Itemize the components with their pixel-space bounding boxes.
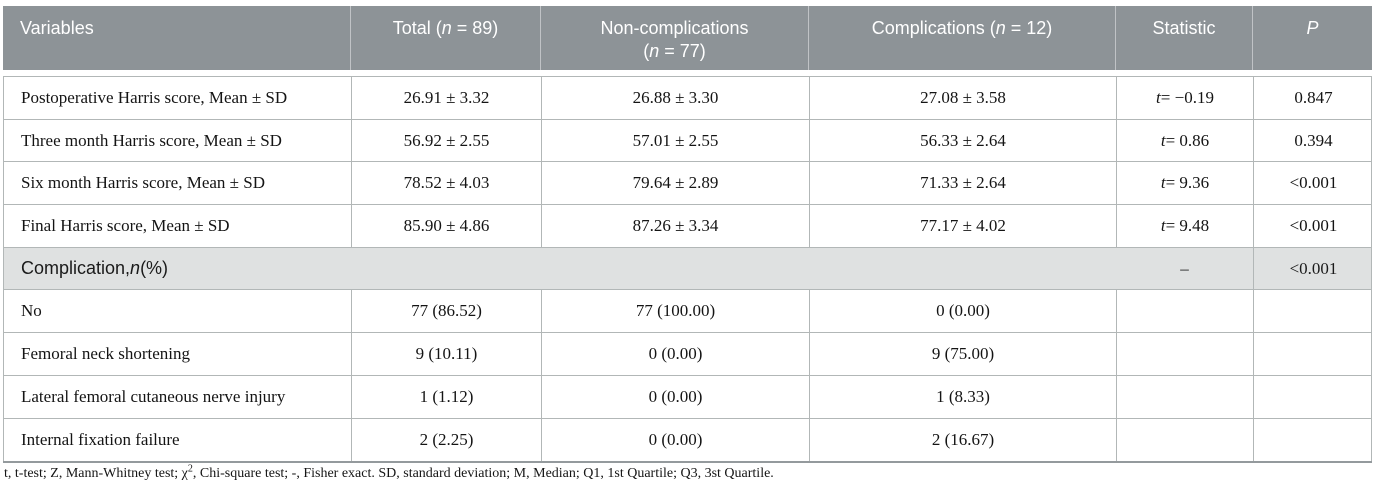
value-cell: 26.91 ± 3.32 — [351, 77, 541, 119]
value-cell: 0.394 — [1253, 119, 1373, 162]
value-cell: 77.17 ± 4.02 — [809, 205, 1116, 247]
variable-cell: Internal fixation failure — [21, 429, 180, 449]
table-header-row: Variables Total (n = 89) Non-complicatio… — [3, 6, 1372, 70]
variable-cell: Femoral neck shortening — [21, 343, 191, 363]
value-cell: t = 9.48 — [1116, 205, 1253, 247]
table-row: Postoperative Harris score, Mean ± SD 26.… — [3, 77, 1372, 120]
value-cell: 0 (0.00) — [809, 290, 1116, 333]
value-cell — [1116, 333, 1253, 375]
value-cell: 56.33 ± 2.64 — [809, 119, 1116, 162]
value-cell: <0.001 — [1253, 205, 1373, 247]
value-cell — [1253, 290, 1373, 333]
table-row: Final Harris score, Mean ± SD 85.90 ± 4.8… — [3, 205, 1372, 248]
section-row: Complication, n (%) – <0.001 — [3, 247, 1373, 291]
column-header-total: Total (n = 89) — [350, 6, 540, 70]
value-cell: 9 (10.11) — [351, 333, 541, 375]
section-label: Complication, n (%) — [21, 258, 169, 279]
table-body: Postoperative Harris score, Mean ± SD 26.… — [3, 76, 1373, 464]
value-cell — [1253, 333, 1373, 375]
value-cell: 71.33 ± 2.64 — [809, 162, 1116, 205]
table-row: Internal fixation failure 2 (2.25) 0 (0.00… — [3, 418, 1373, 462]
value-cell: 1 (1.12) — [351, 375, 541, 418]
value-cell: t = 0.86 — [1116, 119, 1253, 162]
table-row: Femoral neck shortening 9 (10.11) 0 (0.00)… — [3, 333, 1372, 376]
variable-cell: Three month Harris score, Mean ± SD — [21, 130, 282, 150]
value-cell: 1 (8.33) — [809, 375, 1116, 418]
value-cell: <0.001 — [1253, 162, 1373, 205]
value-cell: 0 (0.00) — [541, 375, 809, 418]
value-cell: t = 9.36 — [1116, 162, 1253, 205]
variable-cell: No — [21, 301, 42, 321]
variable-cell: Six month Harris score, Mean ± SD — [21, 173, 265, 193]
value-cell: 77 (86.52) — [351, 290, 541, 333]
table-row: Lateral femoral cutaneous nerve injury 1 … — [3, 375, 1373, 419]
variable-cell: Final Harris score, Mean ± SD — [21, 215, 230, 235]
footnote: t, t-test; Z, Mann-Whitney test; χ2, Chi… — [4, 463, 774, 481]
section-statistic: – — [1180, 258, 1189, 278]
statistics-table: Variables Total (n = 89) Non-complicatio… — [3, 6, 1373, 464]
value-cell: 78.52 ± 4.03 — [351, 162, 541, 205]
value-cell — [1116, 418, 1253, 462]
column-header-variables: Variables — [20, 18, 94, 38]
value-cell: 79.64 ± 2.89 — [541, 162, 809, 205]
variable-cell: Postoperative Harris score, Mean ± SD — [21, 87, 288, 107]
value-cell — [1253, 418, 1373, 462]
table-row: Three month Harris score, Mean ± SD 56.92… — [3, 119, 1373, 163]
value-cell — [1116, 290, 1253, 333]
value-cell: 56.92 ± 2.55 — [351, 119, 541, 162]
column-header-non-complications: Non-complications (n = 77) — [540, 6, 808, 70]
column-header-statistic: Statistic — [1115, 6, 1252, 70]
value-cell: 0 (0.00) — [541, 418, 809, 462]
value-cell — [1253, 375, 1373, 418]
section-p-value: <0.001 — [1253, 247, 1373, 290]
value-cell: 77 (100.00) — [541, 290, 809, 333]
variable-cell: Lateral femoral cutaneous nerve injury — [21, 386, 286, 406]
value-cell: 87.26 ± 3.34 — [541, 205, 809, 247]
table-row: Six month Harris score, Mean ± SD 78.52 ±… — [3, 162, 1373, 206]
column-header-complications: Complications (n = 12) — [808, 6, 1115, 70]
value-cell: 9 (75.00) — [809, 333, 1116, 375]
value-cell: 0 (0.00) — [541, 333, 809, 375]
value-cell: 57.01 ± 2.55 — [541, 119, 809, 162]
column-header-p: P — [1252, 6, 1372, 70]
table-row: No 77 (86.52) 77 (100.00) 0 (0.00) — [3, 290, 1373, 334]
value-cell — [1116, 375, 1253, 418]
value-cell: 2 (2.25) — [351, 418, 541, 462]
value-cell: 85.90 ± 4.86 — [351, 205, 541, 247]
value-cell: 0.847 — [1253, 77, 1373, 119]
value-cell: t = −0.19 — [1116, 77, 1253, 119]
value-cell: 2 (16.67) — [809, 418, 1116, 462]
value-cell: 27.08 ± 3.58 — [809, 77, 1116, 119]
value-cell: 26.88 ± 3.30 — [541, 77, 809, 119]
